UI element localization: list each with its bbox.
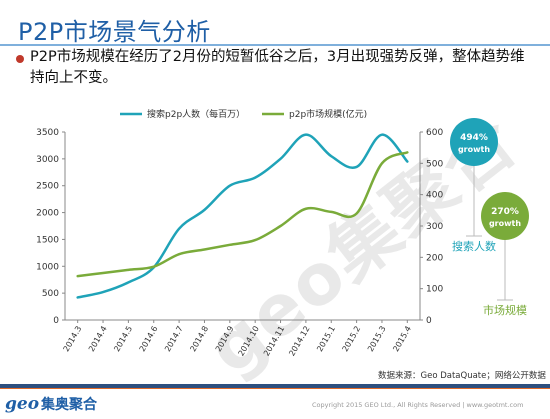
logo-geo-text: geo (5, 394, 40, 414)
footer-accent-line (0, 388, 550, 389)
x-tick-label: 2015.1 (315, 325, 337, 354)
growth-percent: 494% (460, 133, 488, 143)
logo-cn-text: 集奥聚合 (41, 397, 98, 413)
y-tick-left-label: 0 (53, 316, 59, 326)
y-tick-left-label: 2500 (36, 182, 59, 192)
page-title: P2P市场景气分析 (18, 18, 211, 46)
copyright-text: Copyright 2015 GEO Ltd., All Rights Rese… (312, 401, 524, 409)
growth-word: growth (489, 219, 521, 228)
legend-label: p2p市场规模(亿元) (289, 108, 367, 120)
y-tick-left-label: 3000 (36, 155, 59, 165)
y-tick-right-label: 300 (426, 222, 443, 232)
x-tick-label: 2014.4 (87, 325, 109, 354)
x-tick-label: 2014.10 (237, 325, 261, 358)
x-tick-label: 2014.6 (138, 325, 160, 354)
x-tick-label: 2014.3 (62, 325, 84, 354)
legend-label: 搜索p2p人数（每百万） (147, 108, 245, 120)
growth-word: growth (458, 145, 490, 154)
bullet-dot-icon (16, 55, 24, 63)
growth-label: 搜索人数 (452, 239, 496, 253)
y-tick-right-label: 0 (426, 316, 432, 326)
y-tick-left-label: 500 (42, 289, 59, 299)
y-tick-right-label: 400 (426, 191, 443, 201)
y-tick-right-label: 500 (426, 159, 443, 169)
y-tick-left-label: 1000 (36, 262, 59, 272)
y-tick-right-label: 600 (426, 128, 443, 138)
x-tick-label: 2014.9 (214, 325, 236, 354)
series-line-search-users (76, 133, 409, 299)
y-tick-right-label: 100 (426, 285, 443, 295)
series-line-market-size (76, 151, 409, 278)
x-tick-label: 2015.3 (366, 325, 388, 354)
y-tick-left-label: 3500 (36, 128, 59, 138)
company-logo[interactable]: geo 集奥聚合 (5, 394, 97, 414)
x-tick-label: 2015.2 (341, 325, 363, 354)
data-source: 数据来源：Geo DataQuate；网络公开数据 (378, 371, 546, 381)
line-chart: 0 500 1000 1500 2000 2500 3000 3500 0 100 200 300 40… (36, 108, 529, 358)
x-tick-label: 2014.12 (287, 325, 311, 358)
growth-bubble (450, 118, 498, 166)
x-tick-label: 2014.11 (262, 325, 286, 358)
x-tick-label: 2014.5 (112, 325, 134, 354)
y-tick-right-label: 200 (426, 253, 443, 263)
bullet-text: P2P市场规模在经历了2月份的短暂低谷之后，3月出现强势反弹，整体趋势维持向上不… (30, 49, 525, 86)
x-tick-label: 2015.4 (391, 325, 413, 354)
x-tick-label: 2014.7 (163, 325, 185, 354)
growth-bubble (481, 192, 529, 240)
footer-divider (0, 384, 550, 388)
y-tick-left-label: 2000 (36, 209, 59, 219)
x-tick-label: 2014.8 (188, 325, 210, 354)
y-tick-left-label: 1500 (36, 235, 59, 245)
growth-percent: 270% (491, 207, 519, 217)
title-divider (0, 44, 550, 46)
growth-label: 市场规模 (483, 303, 527, 317)
